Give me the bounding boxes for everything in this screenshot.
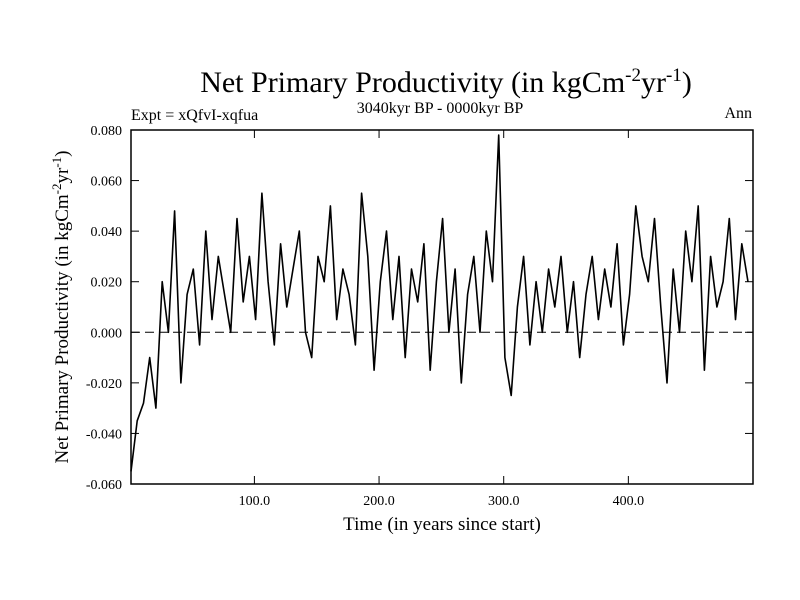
y-axis-ticks: -0.060 -0.040 -0.020 0.000 0.020 0.040 0.060 0.… (86, 124, 753, 493)
y-tick-label: 0.040 (91, 225, 123, 240)
plot-frame (130, 129, 754, 485)
x-tick-label: 100.0 (239, 494, 271, 509)
npp-series-line (130, 134, 749, 472)
x-axis-label: Time (in years since start) (343, 514, 541, 535)
x-axis-ticks: 100.0 200.0 300.0 400.0 (239, 130, 644, 509)
y-tick-label: 0.080 (91, 124, 123, 139)
x-tick-label: 400.0 (613, 494, 645, 509)
experiment-label: Expt = xQfvI-xqfua (131, 107, 258, 124)
time-range-label: 3040kyr BP - 0000kyr BP (357, 100, 524, 117)
y-tick-label: -0.040 (86, 427, 122, 442)
y-tick-label: -0.020 (86, 377, 122, 392)
y-tick-label: -0.060 (86, 478, 122, 493)
chart-title: Net Primary Productivity (in kgCm-2yr-1) (200, 65, 692, 99)
y-axis-label: Net Primary Productivity (in kgCm-2yr-1) (49, 151, 73, 464)
y-tick-label: 0.000 (91, 326, 123, 341)
y-tick-label: 0.020 (91, 276, 123, 291)
season-label: Ann (724, 105, 752, 122)
y-tick-label: 0.060 (91, 175, 123, 190)
x-tick-label: 200.0 (363, 494, 395, 509)
x-tick-label: 300.0 (488, 494, 520, 509)
